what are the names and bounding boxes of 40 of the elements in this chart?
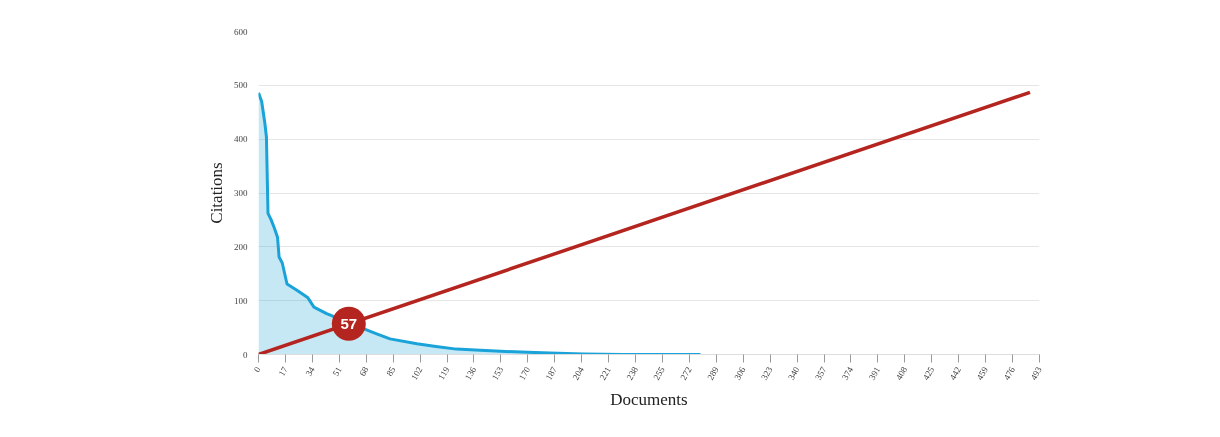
- y-axis-title: Citations: [207, 162, 226, 224]
- x-tick-label: 408: [893, 364, 910, 382]
- x-tick-label: 391: [866, 365, 883, 382]
- annotation: 57: [340, 314, 358, 332]
- x-tick-label: 476: [1001, 364, 1018, 382]
- x-tick-label: 204: [570, 364, 587, 382]
- x-tick-label: 374: [839, 364, 856, 382]
- x-tick-label: 119: [436, 364, 452, 382]
- x-tick-label: 323: [759, 364, 775, 382]
- y-tick-label: 200: [234, 241, 248, 252]
- x-tick-label: 136: [462, 364, 479, 382]
- x-tick-label: 34: [303, 364, 317, 378]
- y-tick-label: 300: [234, 188, 248, 198]
- x-tick-label: 459: [974, 364, 991, 382]
- x-tick-label: 221: [597, 365, 613, 382]
- y-tick-label: 500: [234, 80, 248, 91]
- x-tick-label: 493: [1028, 364, 1045, 382]
- x-tick-label: 68: [357, 364, 371, 378]
- x-tick-label: 187: [543, 364, 560, 382]
- x-tick-label: 255: [651, 364, 668, 382]
- x-tick-label: 272: [678, 365, 694, 382]
- x-tick-label: 357: [813, 364, 829, 382]
- x-tick-label: 425: [920, 364, 937, 382]
- y-tick-label: 400: [234, 134, 248, 145]
- y-tick-label: 100: [234, 295, 248, 306]
- y-tick-label: 0: [243, 349, 248, 360]
- x-tick-label: 306: [732, 364, 748, 382]
- x-tick-label: 289: [705, 364, 721, 382]
- x-tick-label: 153: [489, 364, 506, 382]
- x-tick-label: 238: [624, 364, 641, 382]
- y-tick-label: 600: [234, 26, 248, 37]
- x-tick-label: 442: [947, 365, 964, 382]
- x-tick-label: 170: [516, 364, 533, 382]
- x-tick-label: 51: [330, 365, 344, 378]
- x-tick-label: 17: [276, 364, 291, 378]
- x-tick-label: 85: [384, 364, 398, 378]
- x-axis-title: Documents: [610, 390, 688, 410]
- x-tick-label: 0: [251, 364, 264, 374]
- x-tick-label: 102: [409, 365, 425, 382]
- x-tick-label: 340: [786, 364, 802, 382]
